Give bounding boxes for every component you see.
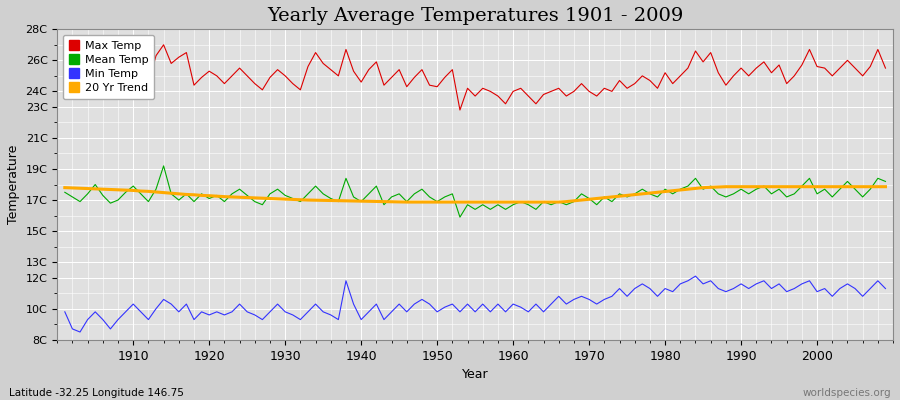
Min Temp <box>128 302 139 306</box>
Max Temp <box>614 78 625 83</box>
Min Temp <box>508 302 518 306</box>
Max Temp <box>340 47 351 52</box>
Min Temp <box>607 294 617 299</box>
Text: worldspecies.org: worldspecies.org <box>803 388 891 398</box>
Line: 20 Yr Trend: 20 Yr Trend <box>65 187 886 202</box>
Mean Temp <box>121 190 131 195</box>
Max Temp <box>295 88 306 92</box>
Max Temp <box>59 61 70 66</box>
Max Temp <box>880 66 891 70</box>
Min Temp <box>340 278 351 283</box>
X-axis label: Year: Year <box>462 368 489 381</box>
Line: Max Temp: Max Temp <box>65 42 886 110</box>
Mean Temp <box>880 179 891 184</box>
Line: Mean Temp: Mean Temp <box>65 166 886 217</box>
20 Yr Trend <box>880 184 891 189</box>
20 Yr Trend <box>287 197 298 202</box>
Text: Latitude -32.25 Longitude 146.75: Latitude -32.25 Longitude 146.75 <box>9 388 184 398</box>
Min Temp <box>59 310 70 314</box>
Mean Temp <box>59 190 70 195</box>
20 Yr Trend <box>721 184 732 189</box>
Min Temp <box>75 330 86 334</box>
Mean Temp <box>340 176 351 181</box>
20 Yr Trend <box>121 188 131 192</box>
Min Temp <box>516 305 526 310</box>
Title: Yearly Average Temperatures 1901 - 2009: Yearly Average Temperatures 1901 - 2009 <box>267 7 683 25</box>
20 Yr Trend <box>401 200 412 204</box>
Line: Min Temp: Min Temp <box>65 276 886 332</box>
Max Temp <box>454 108 465 112</box>
20 Yr Trend <box>59 185 70 190</box>
Mean Temp <box>614 192 625 196</box>
20 Yr Trend <box>508 200 518 204</box>
Mean Temp <box>523 202 534 207</box>
20 Yr Trend <box>516 200 526 204</box>
Min Temp <box>690 274 701 278</box>
Y-axis label: Temperature: Temperature <box>7 145 20 224</box>
Max Temp <box>128 42 139 47</box>
Max Temp <box>516 86 526 91</box>
Mean Temp <box>295 199 306 204</box>
Mean Temp <box>158 164 169 168</box>
Max Temp <box>90 39 101 44</box>
Min Temp <box>880 286 891 291</box>
Legend: Max Temp, Mean Temp, Min Temp, 20 Yr Trend: Max Temp, Mean Temp, Min Temp, 20 Yr Tre… <box>63 35 154 99</box>
Max Temp <box>523 94 534 98</box>
Mean Temp <box>516 199 526 204</box>
20 Yr Trend <box>607 194 617 199</box>
20 Yr Trend <box>333 198 344 203</box>
Mean Temp <box>454 215 465 220</box>
Min Temp <box>295 317 306 322</box>
